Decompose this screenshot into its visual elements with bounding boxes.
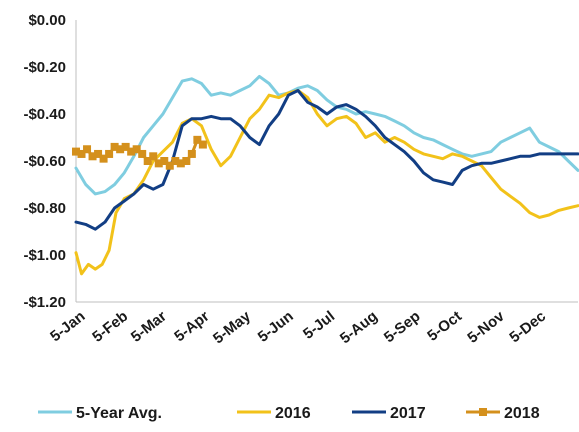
data-point-2018 xyxy=(116,145,125,154)
x-tick-label: 5-May xyxy=(210,307,254,347)
data-point-2018 xyxy=(88,152,97,161)
data-point-2018 xyxy=(171,157,180,165)
legend: 5-Year Avg. 2016 2017 2018 xyxy=(38,405,540,422)
y-tick-label: $0.00 xyxy=(28,12,66,29)
x-tick-label: 5-Mar xyxy=(128,308,170,346)
legend-label-2017: 2017 xyxy=(390,405,426,422)
data-point-2018 xyxy=(143,157,152,165)
data-point-2018 xyxy=(182,157,191,165)
data-point-2018 xyxy=(160,157,169,165)
data-point-2018 xyxy=(187,149,196,158)
data-point-2018 xyxy=(127,147,136,156)
x-tick-label: 5-Oct xyxy=(424,308,465,345)
data-point-2018 xyxy=(154,159,163,168)
x-tick-label: 5-Sep xyxy=(381,308,424,347)
legend-label-2016: 2016 xyxy=(275,405,311,422)
data-point-2018 xyxy=(165,161,174,170)
x-tick-label: 5-Nov xyxy=(464,307,508,346)
plot-area xyxy=(72,20,579,303)
data-point-2018 xyxy=(138,149,147,158)
x-tick-label: 5-Jan xyxy=(47,308,88,346)
data-point-2018 xyxy=(132,145,141,154)
data-point-2018 xyxy=(149,152,158,161)
data-point-2018 xyxy=(121,142,130,151)
x-tick-label: 5-Jul xyxy=(300,308,338,343)
data-point-2018 xyxy=(110,142,119,151)
data-point-2018 xyxy=(83,145,92,154)
x-tick-label: 5-Apr xyxy=(171,308,212,346)
data-point-2018 xyxy=(176,159,185,168)
data-point-2018 xyxy=(72,147,80,156)
y-tick-label: -$1.00 xyxy=(23,247,66,264)
y-tick-label: -$0.60 xyxy=(23,153,66,170)
x-tick-label: 5-Dec xyxy=(506,308,549,347)
data-point-2018 xyxy=(193,135,202,144)
series-line-2016 xyxy=(74,89,579,276)
y-axis-ticks: $0.00 -$0.20 -$0.40 -$0.60 -$0.80 -$1.00 -$1.2… xyxy=(23,12,66,311)
series-line-5-year-avg xyxy=(74,74,579,196)
x-tick-label: 5-Aug xyxy=(337,308,381,348)
legend-label-5-year-avg: 5-Year Avg. xyxy=(76,405,162,422)
data-point-2018 xyxy=(105,149,114,158)
data-point-2018 xyxy=(77,149,86,158)
legend-marker-2018 xyxy=(479,408,487,416)
y-tick-label: -$0.40 xyxy=(23,106,66,123)
y-tick-label: -$1.20 xyxy=(23,294,66,311)
y-tick-label: -$0.20 xyxy=(23,59,66,76)
data-point-2018 xyxy=(94,149,103,158)
series-layer xyxy=(72,74,579,276)
data-point-2018 xyxy=(99,154,108,163)
x-tick-label: 5-Jun xyxy=(255,308,297,346)
data-point-2018 xyxy=(198,140,207,149)
legend-label-2018: 2018 xyxy=(504,405,540,422)
series-line-2017 xyxy=(74,89,579,231)
y-tick-label: -$0.80 xyxy=(23,200,66,217)
x-tick-label: 5-Feb xyxy=(89,308,131,346)
